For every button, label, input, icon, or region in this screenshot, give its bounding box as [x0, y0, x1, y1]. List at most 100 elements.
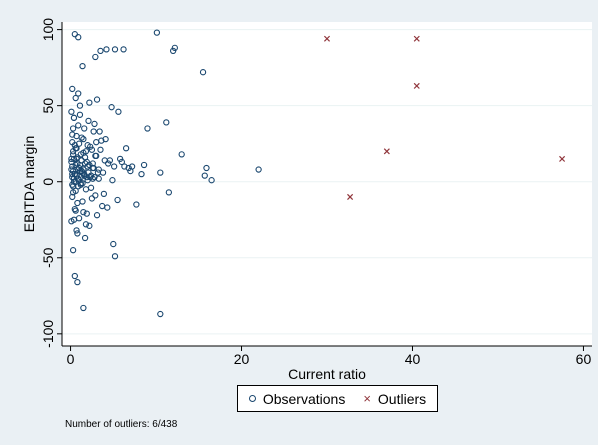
observation-point [133, 201, 140, 208]
observation-point [80, 135, 87, 143]
observation-point [97, 146, 104, 153]
observation-point [68, 218, 75, 225]
observation-point [92, 152, 99, 160]
observation-point [203, 164, 210, 172]
observation-point [75, 90, 82, 97]
outlier-point [413, 35, 420, 42]
observation-point [201, 172, 208, 179]
x-tick-label: 40 [405, 351, 421, 367]
observation-point [163, 119, 170, 126]
observation-point [73, 145, 80, 152]
observation-point [110, 240, 117, 248]
observation-point [95, 175, 102, 182]
observation-point [116, 155, 124, 163]
observation-point [72, 94, 79, 102]
observation-point [102, 135, 109, 143]
observation-point [75, 177, 83, 184]
observation-point [76, 111, 84, 118]
observation-point [87, 172, 95, 179]
observation-point [115, 108, 122, 115]
observation-point [138, 170, 145, 178]
observation-point [85, 117, 92, 125]
observation-point [92, 192, 99, 199]
outlier-point [323, 35, 331, 42]
observation-point [95, 166, 102, 173]
observation-point [144, 125, 151, 132]
observation-point [81, 125, 88, 132]
observation-point [93, 96, 101, 103]
observation-point [71, 272, 78, 280]
observation-point [171, 44, 178, 52]
observation-point [70, 155, 78, 163]
observation-point [73, 227, 80, 234]
legend: Observations × Outliers [237, 385, 438, 412]
observation-point [118, 158, 125, 166]
observation-point [120, 46, 127, 53]
outlier-point [347, 193, 354, 200]
observation-point [97, 47, 104, 55]
observation-point [110, 163, 118, 170]
observation-point [82, 148, 90, 155]
observation-point [71, 31, 78, 38]
observation-point [88, 146, 96, 153]
observation-point [80, 166, 87, 173]
observation-point [199, 69, 207, 76]
observation-point [169, 47, 177, 55]
x-tick-label: 20 [234, 351, 250, 367]
outlier-point [413, 82, 420, 89]
observation-point [78, 134, 85, 141]
y-tick-label: -100 [40, 320, 56, 348]
observation-point [69, 189, 77, 196]
observation-point [78, 167, 85, 175]
outlier-count-note: Number of outliers: 6/438 [65, 419, 178, 430]
observation-point [90, 128, 97, 135]
observation-point [69, 247, 77, 254]
observation-point [111, 253, 119, 260]
observation-point [94, 169, 102, 176]
observation-point [70, 114, 78, 121]
observation-point [79, 198, 86, 205]
observation-point [104, 204, 111, 211]
observation-point [81, 234, 89, 242]
observation-point [165, 189, 173, 196]
observation-point [128, 163, 136, 170]
observation-point [75, 183, 82, 190]
hollow-circle-marker-icon [248, 395, 256, 402]
observation-point [93, 139, 100, 146]
observation-point [75, 215, 83, 222]
observation-point [255, 166, 262, 173]
observation-point [157, 310, 164, 318]
observation-point [106, 157, 114, 164]
legend-item-observations: Observations [248, 391, 345, 407]
observation-point [77, 174, 84, 181]
observation-point [69, 131, 76, 138]
observation-point [178, 151, 185, 158]
y-tick-label: 50 [40, 98, 56, 114]
observation-point [105, 160, 112, 167]
observation-point [75, 34, 82, 41]
observation-point [108, 104, 115, 111]
observation-point [100, 190, 108, 198]
observation-point [69, 181, 76, 188]
y-tick-label: 100 [40, 18, 56, 42]
y-axis-title: EBITDA margin [21, 136, 37, 232]
observation-point [89, 160, 96, 167]
observation-point [93, 212, 101, 219]
observation-point [153, 29, 161, 36]
observation-point [80, 208, 87, 216]
observation-point [82, 186, 90, 193]
observation-point [82, 221, 90, 228]
observation-point [122, 145, 130, 152]
observation-point [72, 161, 79, 169]
observation-point [68, 108, 75, 115]
observation-point [74, 230, 81, 237]
observation-point [75, 122, 82, 129]
observation-point [71, 170, 78, 178]
y-tick-label: -50 [40, 247, 56, 267]
observation-point [91, 120, 98, 128]
observation-point [79, 62, 86, 70]
legend-item-outliers: × Outliers [363, 391, 426, 407]
observation-point [109, 177, 116, 184]
